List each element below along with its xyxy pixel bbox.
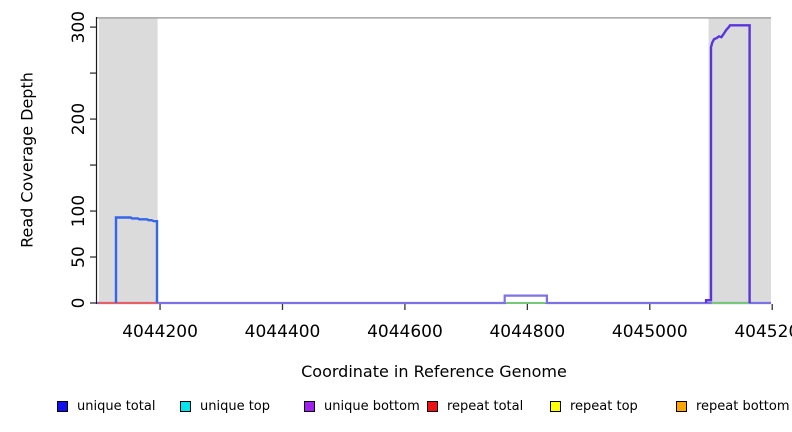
x-tick-label: 4044600 xyxy=(367,322,443,342)
legend-label: unique bottom xyxy=(324,398,420,414)
y-tick-label: 200 xyxy=(69,103,89,135)
y-tick-label: 300 xyxy=(69,11,89,43)
y-tick-label: 50 xyxy=(69,246,89,268)
legend-item-repeat-bottom: repeat bottom xyxy=(676,398,790,414)
plot-area: 4044200 4044400 4044600 4044800 4045000 40452… xyxy=(69,11,792,342)
legend-swatch-unique-top xyxy=(180,400,191,412)
legend-swatch-unique-total xyxy=(57,400,68,412)
y-tick-label: 0 xyxy=(69,298,89,309)
x-tick-label: 4044400 xyxy=(245,322,321,342)
x-tick-label: 4044200 xyxy=(122,322,198,342)
x-tick-label: 4045200 xyxy=(734,322,792,342)
legend-item-repeat-total: repeat total xyxy=(427,398,523,414)
series-line-unique-bottom-right-peak xyxy=(704,24,751,303)
legend-label: repeat top xyxy=(570,398,638,414)
legend-item-unique-bottom: unique bottom xyxy=(304,398,420,414)
x-tick-label: 4045000 xyxy=(612,322,688,342)
x-axis-title: Coordinate in Reference Genome xyxy=(301,362,567,381)
legend-item-repeat-top: repeat top xyxy=(550,398,638,414)
legend-swatch-unique-bottom xyxy=(304,400,315,412)
legend-item-unique-top: unique top xyxy=(180,398,270,414)
y-axis-title: Read Coverage Depth xyxy=(17,72,37,248)
x-tick-label: 4044800 xyxy=(489,322,565,342)
legend-swatch-repeat-bottom xyxy=(676,400,687,412)
highlight-region xyxy=(708,17,771,303)
legend-item-unique-total: unique total xyxy=(57,398,155,414)
legend-label: repeat total xyxy=(447,398,524,414)
legend-label: unique total xyxy=(77,398,156,414)
series-line-unique-baseline xyxy=(97,294,771,305)
legend: unique total unique top unique bottom re… xyxy=(0,398,792,420)
highlight-region xyxy=(98,17,158,303)
legend-label: repeat bottom xyxy=(696,398,790,414)
y-tick-label: 100 xyxy=(69,195,89,227)
legend-label: unique top xyxy=(200,398,271,414)
legend-swatch-repeat-top xyxy=(550,400,561,412)
series-line-unique-total-left-peak xyxy=(114,216,159,303)
legend-swatch-repeat-total xyxy=(427,400,438,412)
